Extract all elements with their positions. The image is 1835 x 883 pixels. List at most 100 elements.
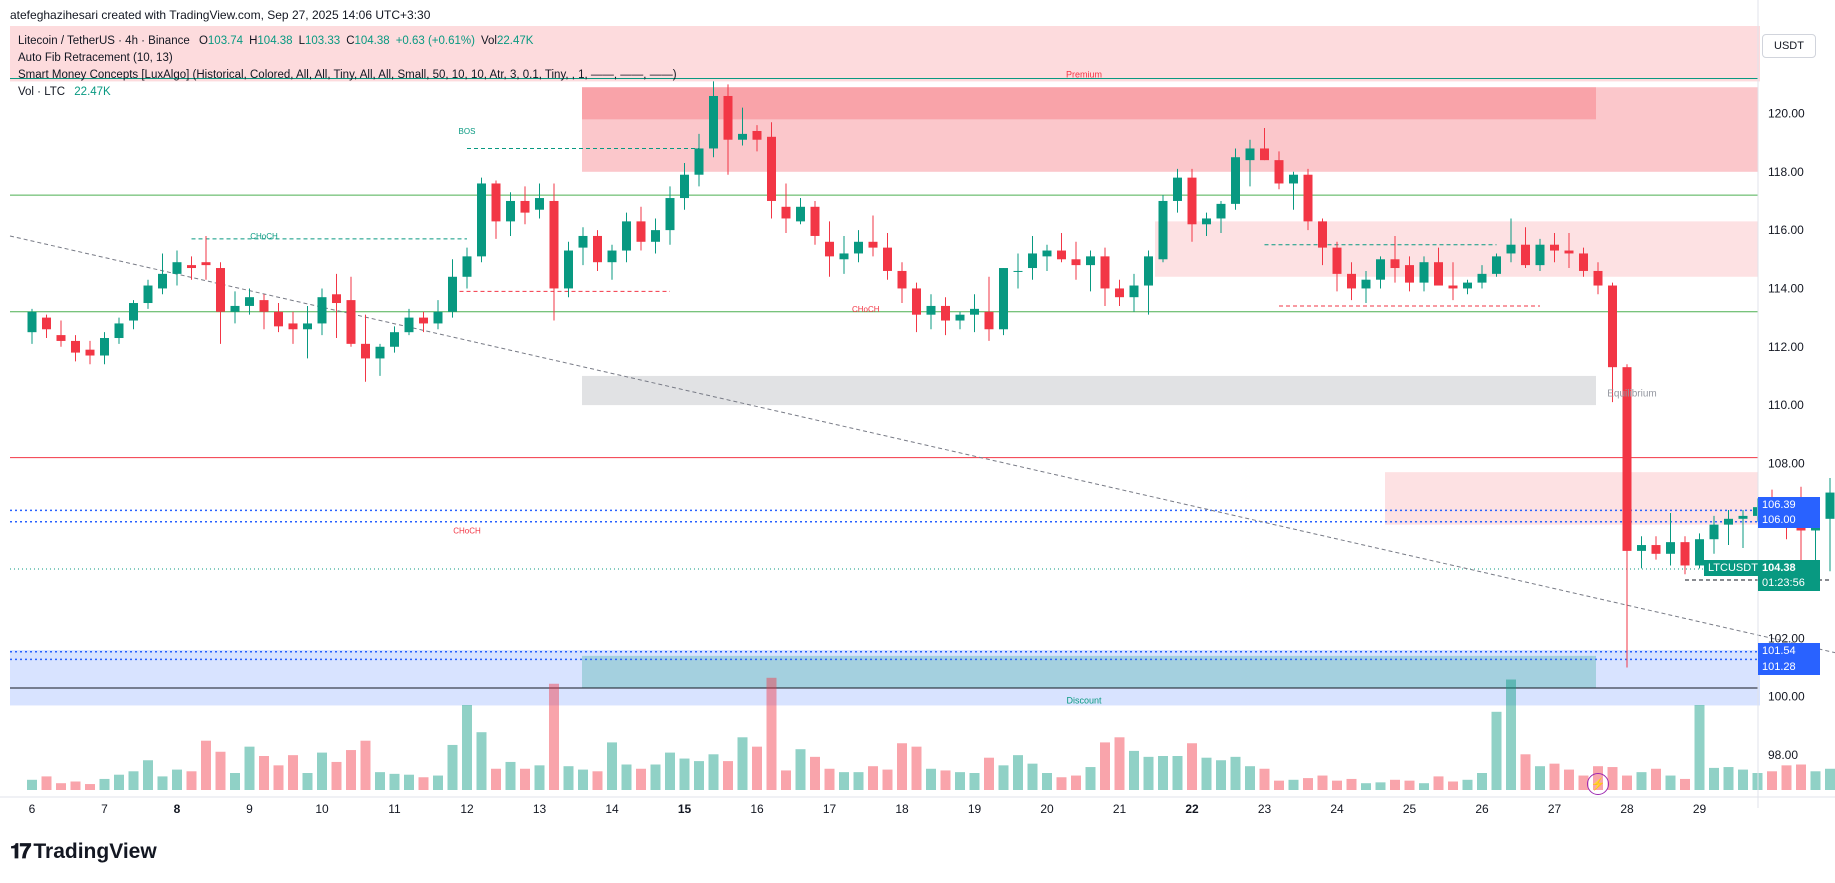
candle-body xyxy=(201,262,211,266)
candle-body xyxy=(1724,518,1733,525)
time-tick-label: 9 xyxy=(246,802,253,816)
legend-smc[interactable]: Smart Money Concepts [LuxAlgo] (Historic… xyxy=(18,69,677,81)
volume-bar xyxy=(621,764,632,790)
volume-bar xyxy=(1796,764,1806,790)
time-tick-label: 16 xyxy=(750,802,764,816)
legend-symbol-row[interactable]: Litecoin / TetherUS · 4h · Binance O103.… xyxy=(18,35,533,47)
candle-body xyxy=(361,343,370,359)
time-tick-label: 19 xyxy=(968,802,982,816)
volume-bar xyxy=(1085,767,1096,790)
volume-label: Vol · LTC xyxy=(18,86,66,98)
flash-icon[interactable]: ⚡ xyxy=(1587,773,1609,795)
candle-body xyxy=(1405,265,1414,283)
volume-bar xyxy=(375,772,385,790)
volume-bar xyxy=(1332,780,1342,790)
candle-body xyxy=(1173,177,1182,201)
volume-bar xyxy=(1462,779,1473,790)
volume-bar xyxy=(491,768,501,790)
currency-button[interactable]: USDT xyxy=(1762,34,1816,58)
volume-bar xyxy=(578,769,588,790)
candle-body xyxy=(1608,285,1617,368)
volume-bar xyxy=(186,771,197,790)
time-tick-label: 29 xyxy=(1693,802,1707,816)
candle-body xyxy=(477,183,486,257)
symbol-name[interactable]: Litecoin / TetherUS · 4h · Binance xyxy=(18,35,190,47)
candle-body xyxy=(448,276,457,312)
candle-body xyxy=(1419,262,1429,283)
candle-body xyxy=(1448,285,1458,289)
time-tick-label: 6 xyxy=(29,802,36,816)
volume-bar xyxy=(1172,756,1183,790)
volume-bar xyxy=(1187,743,1197,790)
candle-body xyxy=(27,311,37,333)
structure-label: CHoCH xyxy=(453,526,481,535)
price-tick-label: 100.00 xyxy=(1768,690,1805,704)
volume-bar xyxy=(1216,760,1226,790)
volume-bar xyxy=(1448,781,1458,790)
candle-body xyxy=(288,323,298,330)
price-tick-label: 116.00 xyxy=(1768,223,1804,237)
volume-bar xyxy=(273,765,284,790)
candle-body xyxy=(433,311,443,324)
structure-label: CHoCH xyxy=(250,232,278,241)
level-tag: 101.54 xyxy=(1758,643,1820,659)
volume-bar xyxy=(824,768,835,790)
volume-bar xyxy=(259,756,269,790)
time-tick-label: 7 xyxy=(101,802,108,816)
candle-body xyxy=(346,300,356,344)
tradingview-logo[interactable]: 𝟏𝟕 TradingView xyxy=(10,840,157,864)
volume-bar xyxy=(1056,777,1067,790)
price-tick-label: 108.00 xyxy=(1768,456,1805,470)
legend-fib[interactable]: Auto Fib Retracement (10, 13) xyxy=(18,52,173,64)
volume-bar xyxy=(766,677,777,790)
candle-body xyxy=(158,273,167,289)
volume-bar xyxy=(389,773,400,790)
level-tag: 106.39 xyxy=(1758,497,1820,513)
tv-logo-icon: 𝟏𝟕 xyxy=(10,840,31,863)
volume-bar xyxy=(955,772,965,790)
volume-bar xyxy=(157,776,168,790)
candle-body xyxy=(607,250,617,263)
volume-bar xyxy=(143,760,153,790)
volume-bar xyxy=(882,769,893,790)
price-tick-label: 120.00 xyxy=(1768,106,1805,120)
candle-body xyxy=(984,311,994,330)
volume-bar xyxy=(1520,754,1531,790)
volume-bar xyxy=(636,768,646,790)
candle-body xyxy=(1289,174,1298,184)
time-tick-label: 11 xyxy=(388,802,401,816)
candle-body xyxy=(941,305,950,321)
volume-bar xyxy=(27,779,37,790)
candle-body xyxy=(42,317,51,330)
volume-bar xyxy=(1071,775,1081,790)
volume-bar xyxy=(404,774,414,790)
volume-bar xyxy=(984,757,994,790)
volume-bar xyxy=(723,761,733,790)
volume-bar xyxy=(1506,679,1516,790)
volume-bar xyxy=(592,771,603,790)
volume-bar xyxy=(1245,766,1255,790)
volume-bar xyxy=(244,746,255,790)
price-tick-label: 98.00 xyxy=(1768,748,1798,762)
candle-body xyxy=(216,268,225,312)
candle-body xyxy=(462,256,472,277)
time-tick-label: 8 xyxy=(174,802,181,816)
ohlc-C: C104.38 xyxy=(346,35,390,47)
volume-bar xyxy=(1723,767,1734,790)
time-tick-label: 10 xyxy=(315,802,329,816)
volume-bar xyxy=(650,764,661,790)
symbol-price-tag: LTCUSDT xyxy=(1704,560,1762,576)
candle-body xyxy=(1057,250,1066,260)
volume-bar xyxy=(679,758,690,790)
volume-bar xyxy=(1114,737,1125,790)
candle-body xyxy=(767,136,776,201)
candle-body xyxy=(636,221,646,242)
candle-body xyxy=(1332,247,1342,274)
candle-body xyxy=(1216,203,1226,219)
volume-bar xyxy=(708,754,719,790)
candle-body xyxy=(129,303,138,321)
candle-body xyxy=(897,270,907,289)
volume-bar xyxy=(940,770,951,790)
legend-volume[interactable]: Vol · LTC 22.47K xyxy=(18,86,111,98)
